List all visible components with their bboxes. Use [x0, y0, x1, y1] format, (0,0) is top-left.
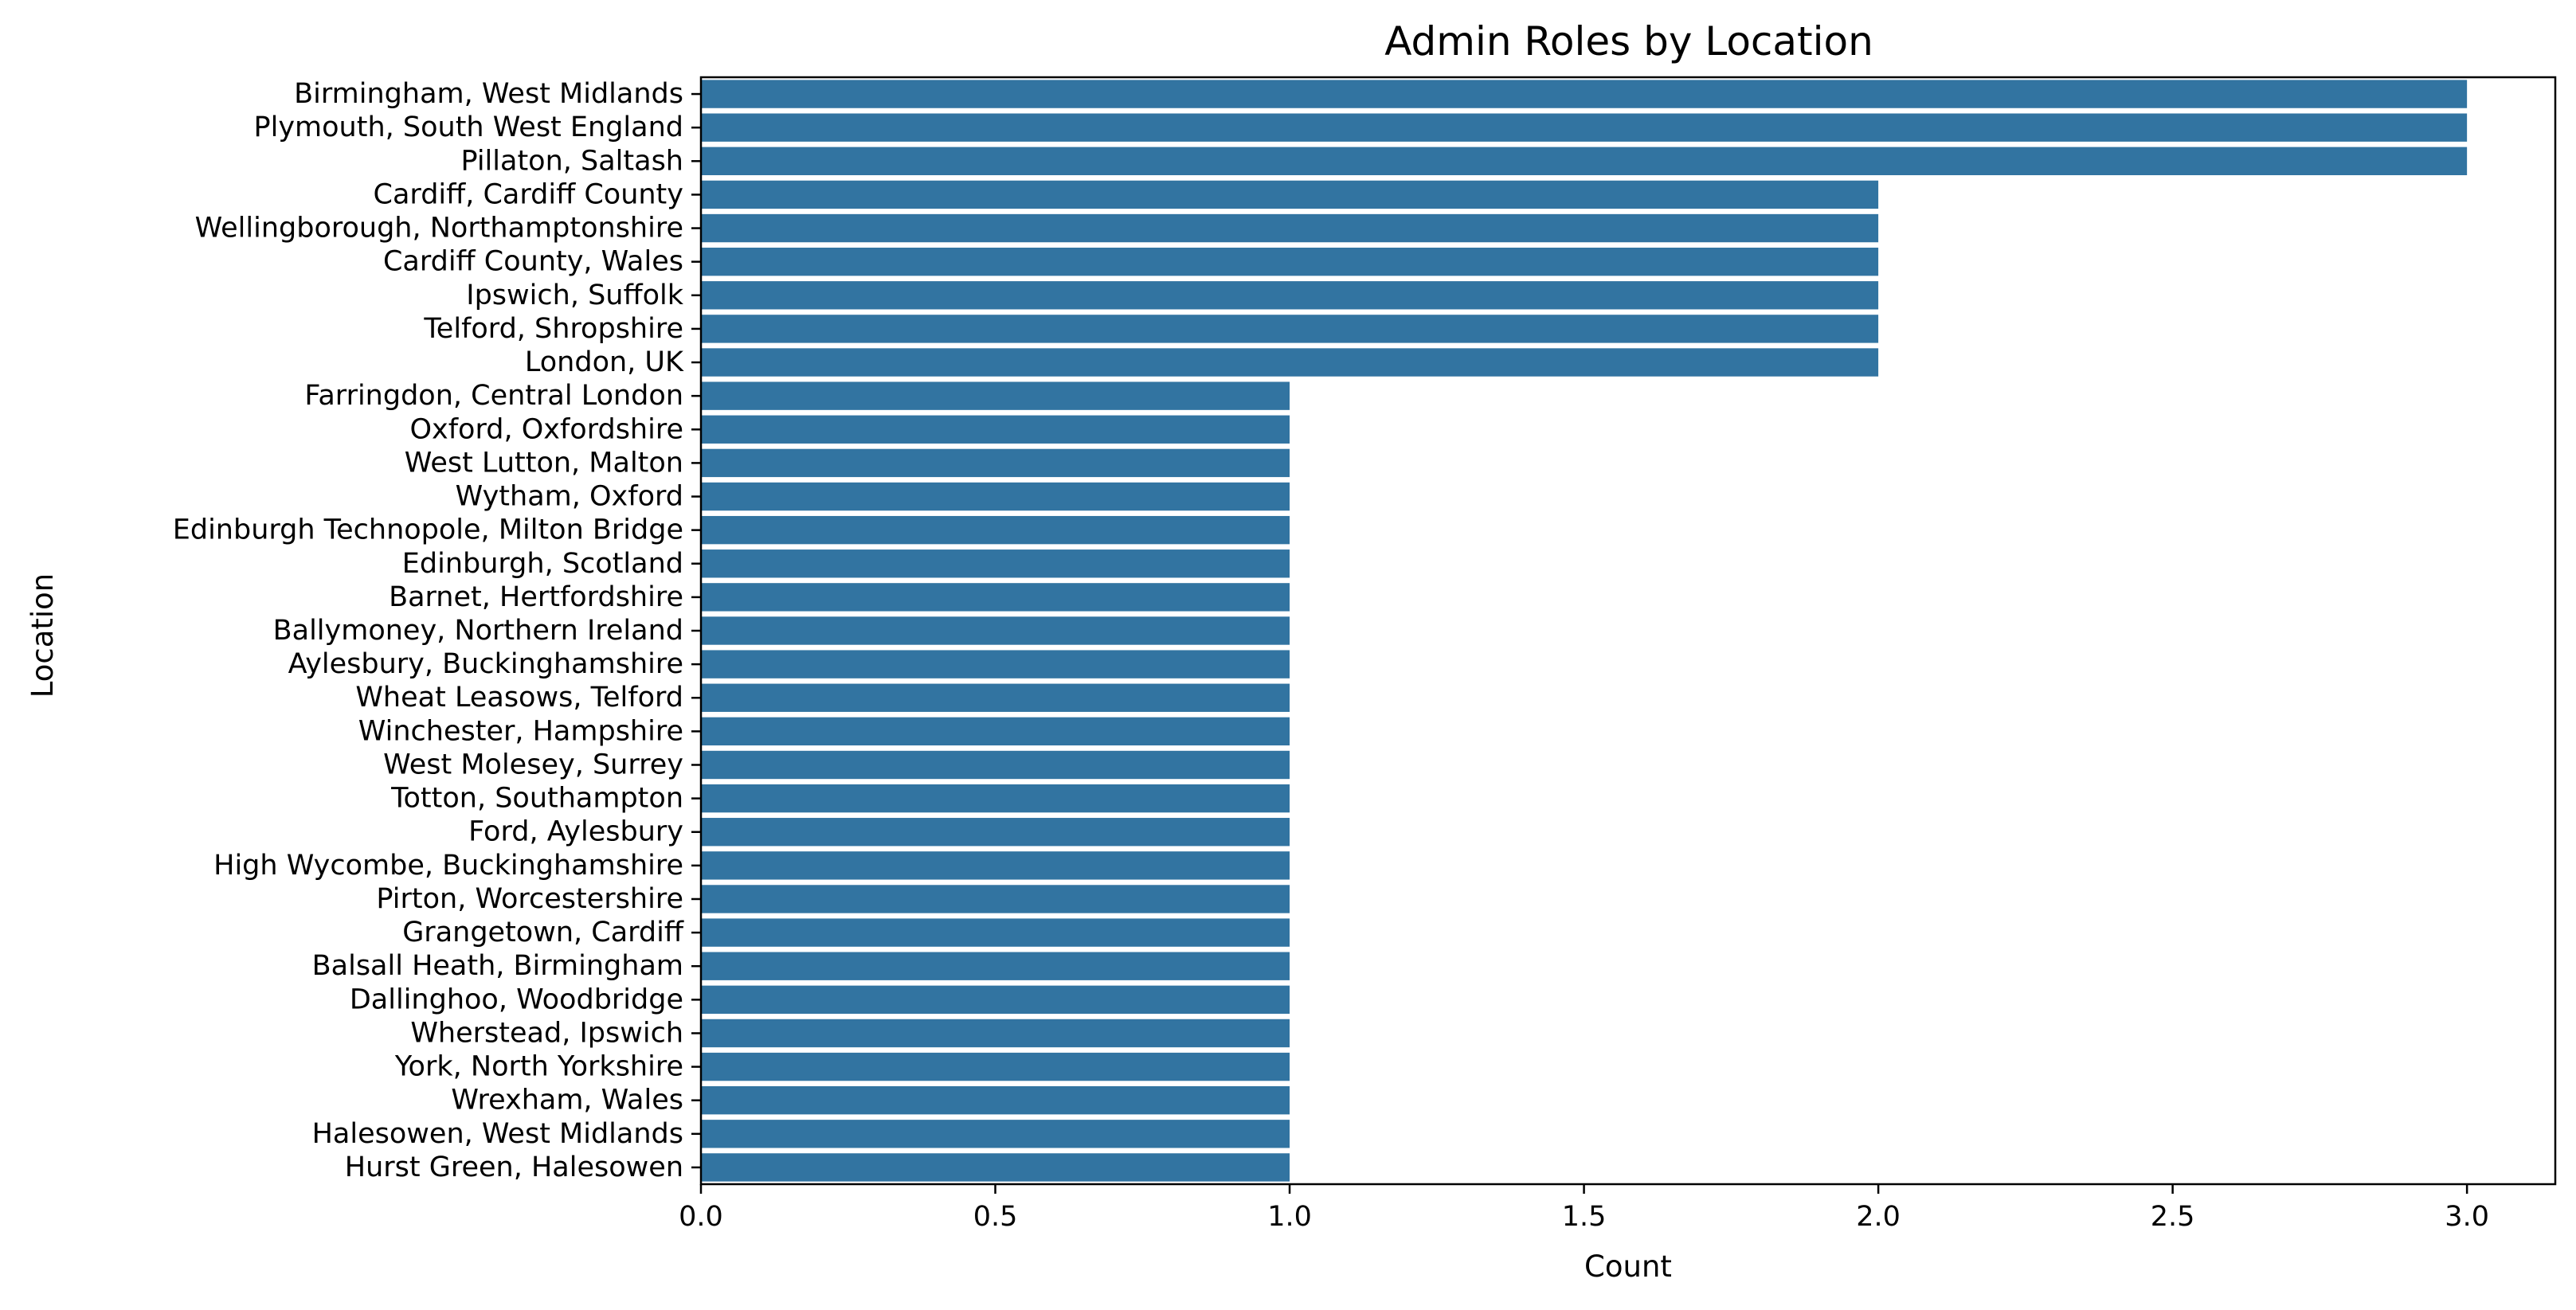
- x-axis-label: Count: [1584, 1249, 1672, 1284]
- bar: [701, 348, 1879, 377]
- bar: [701, 784, 1290, 813]
- y-tick-label: Oxford, Oxfordshire: [409, 413, 683, 445]
- x-tick-label: 1.5: [1562, 1201, 1607, 1233]
- y-tick-label: Wheat Leasows, Telford: [355, 682, 683, 714]
- plot-frame: [699, 76, 2557, 1186]
- bar: [701, 113, 2468, 142]
- y-tick-label: Telford, Shropshire: [423, 313, 683, 345]
- y-tick-label: Winchester, Hampshire: [358, 715, 683, 747]
- y-tick-label: Wellingborough, Northamptonshire: [195, 213, 683, 244]
- x-tick-label: 0.0: [679, 1201, 723, 1233]
- bar: [701, 80, 2468, 108]
- bar: [701, 650, 1290, 678]
- y-tick-label: Ballymoney, Northern Ireland: [273, 615, 683, 647]
- y-tick-label: West Molesey, Surrey: [383, 749, 683, 780]
- bar: [701, 885, 1290, 913]
- bar: [701, 1153, 1290, 1182]
- y-tick-label: Pirton, Worcestershire: [376, 883, 683, 915]
- y-tick-label: High Wycombe, Buckinghamshire: [213, 850, 683, 882]
- bar: [701, 315, 1879, 343]
- bar: [701, 851, 1290, 880]
- bar: [701, 482, 1290, 511]
- bar: [701, 1086, 1290, 1115]
- x-tick-label: 0.5: [973, 1201, 1018, 1233]
- y-tick-label: Dallinghoo, Woodbridge: [350, 983, 683, 1015]
- bar: [701, 247, 1879, 276]
- y-tick-label: Grangetown, Cardiff: [402, 917, 684, 948]
- y-tick-label: Barnet, Hertfordshire: [389, 581, 683, 613]
- x-tick-label: 2.0: [1856, 1201, 1901, 1233]
- bar: [701, 281, 1879, 310]
- bar: [701, 985, 1290, 1015]
- y-tick-label: Aylesbury, Buckinghamshire: [288, 648, 683, 680]
- bar: [701, 213, 1879, 243]
- y-tick-label: Totton, Southampton: [390, 783, 683, 815]
- bar: [701, 549, 1290, 578]
- y-tick-label: Birmingham, West Midlands: [294, 78, 683, 110]
- bar: [701, 415, 1290, 444]
- y-tick-label: Ipswich, Suffolk: [466, 280, 683, 311]
- y-tick-label: London, UK: [525, 346, 684, 378]
- y-tick-label: Halesowen, West Midlands: [312, 1118, 683, 1150]
- y-tick-label: Cardiff County, Wales: [383, 246, 683, 278]
- chart-title: Admin Roles by Location: [1384, 18, 1873, 65]
- bar: [701, 180, 1879, 209]
- bar: [701, 515, 1290, 545]
- bar: [701, 147, 2468, 175]
- x-tick-label: 2.5: [2151, 1201, 2195, 1233]
- y-axis-label: Location: [25, 573, 60, 698]
- bar: [701, 750, 1290, 780]
- bar: [701, 381, 1290, 410]
- bar: [701, 1019, 1290, 1048]
- bar: [701, 918, 1290, 947]
- bar: [701, 616, 1290, 645]
- y-tick-label: Plymouth, South West England: [254, 111, 684, 143]
- bar: [701, 717, 1290, 746]
- bar: [701, 1052, 1290, 1081]
- x-tick-label: 3.0: [2445, 1201, 2489, 1233]
- y-tick-label: Cardiff, Cardiff County: [374, 178, 683, 210]
- y-tick-label: Wrexham, Wales: [451, 1085, 683, 1116]
- y-tick-label: Balsall Heath, Birmingham: [312, 950, 683, 982]
- y-tick-label: Ford, Aylesbury: [468, 816, 683, 848]
- y-tick-label: Hurst Green, Halesowen: [345, 1152, 683, 1183]
- y-tick-label: Farringdon, Central London: [304, 380, 683, 412]
- y-tick-label: Edinburgh, Scotland: [402, 548, 683, 580]
- y-tick-label: Wytham, Oxford: [456, 481, 683, 513]
- x-tick-label: 1.0: [1267, 1201, 1312, 1233]
- bar: [701, 818, 1290, 847]
- y-tick-label: York, North Yorkshire: [394, 1051, 683, 1083]
- y-tick-label: West Lutton, Malton: [405, 447, 683, 479]
- bar: [701, 952, 1290, 980]
- bars-group: [701, 80, 2468, 1182]
- y-tick-label: Edinburgh Technopole, Milton Bridge: [173, 514, 683, 546]
- bar: [701, 683, 1290, 712]
- y-tick-label: Wherstead, Ipswich: [410, 1017, 683, 1049]
- bar: [701, 448, 1290, 478]
- x-axis-ticks: 0.0 0.5 1.0 1.5 2.0 2.5 3.0: [679, 1184, 2489, 1233]
- bar: [701, 583, 1290, 612]
- bar: [701, 1120, 1290, 1148]
- y-tick-label: Pillaton, Saltash: [460, 145, 683, 177]
